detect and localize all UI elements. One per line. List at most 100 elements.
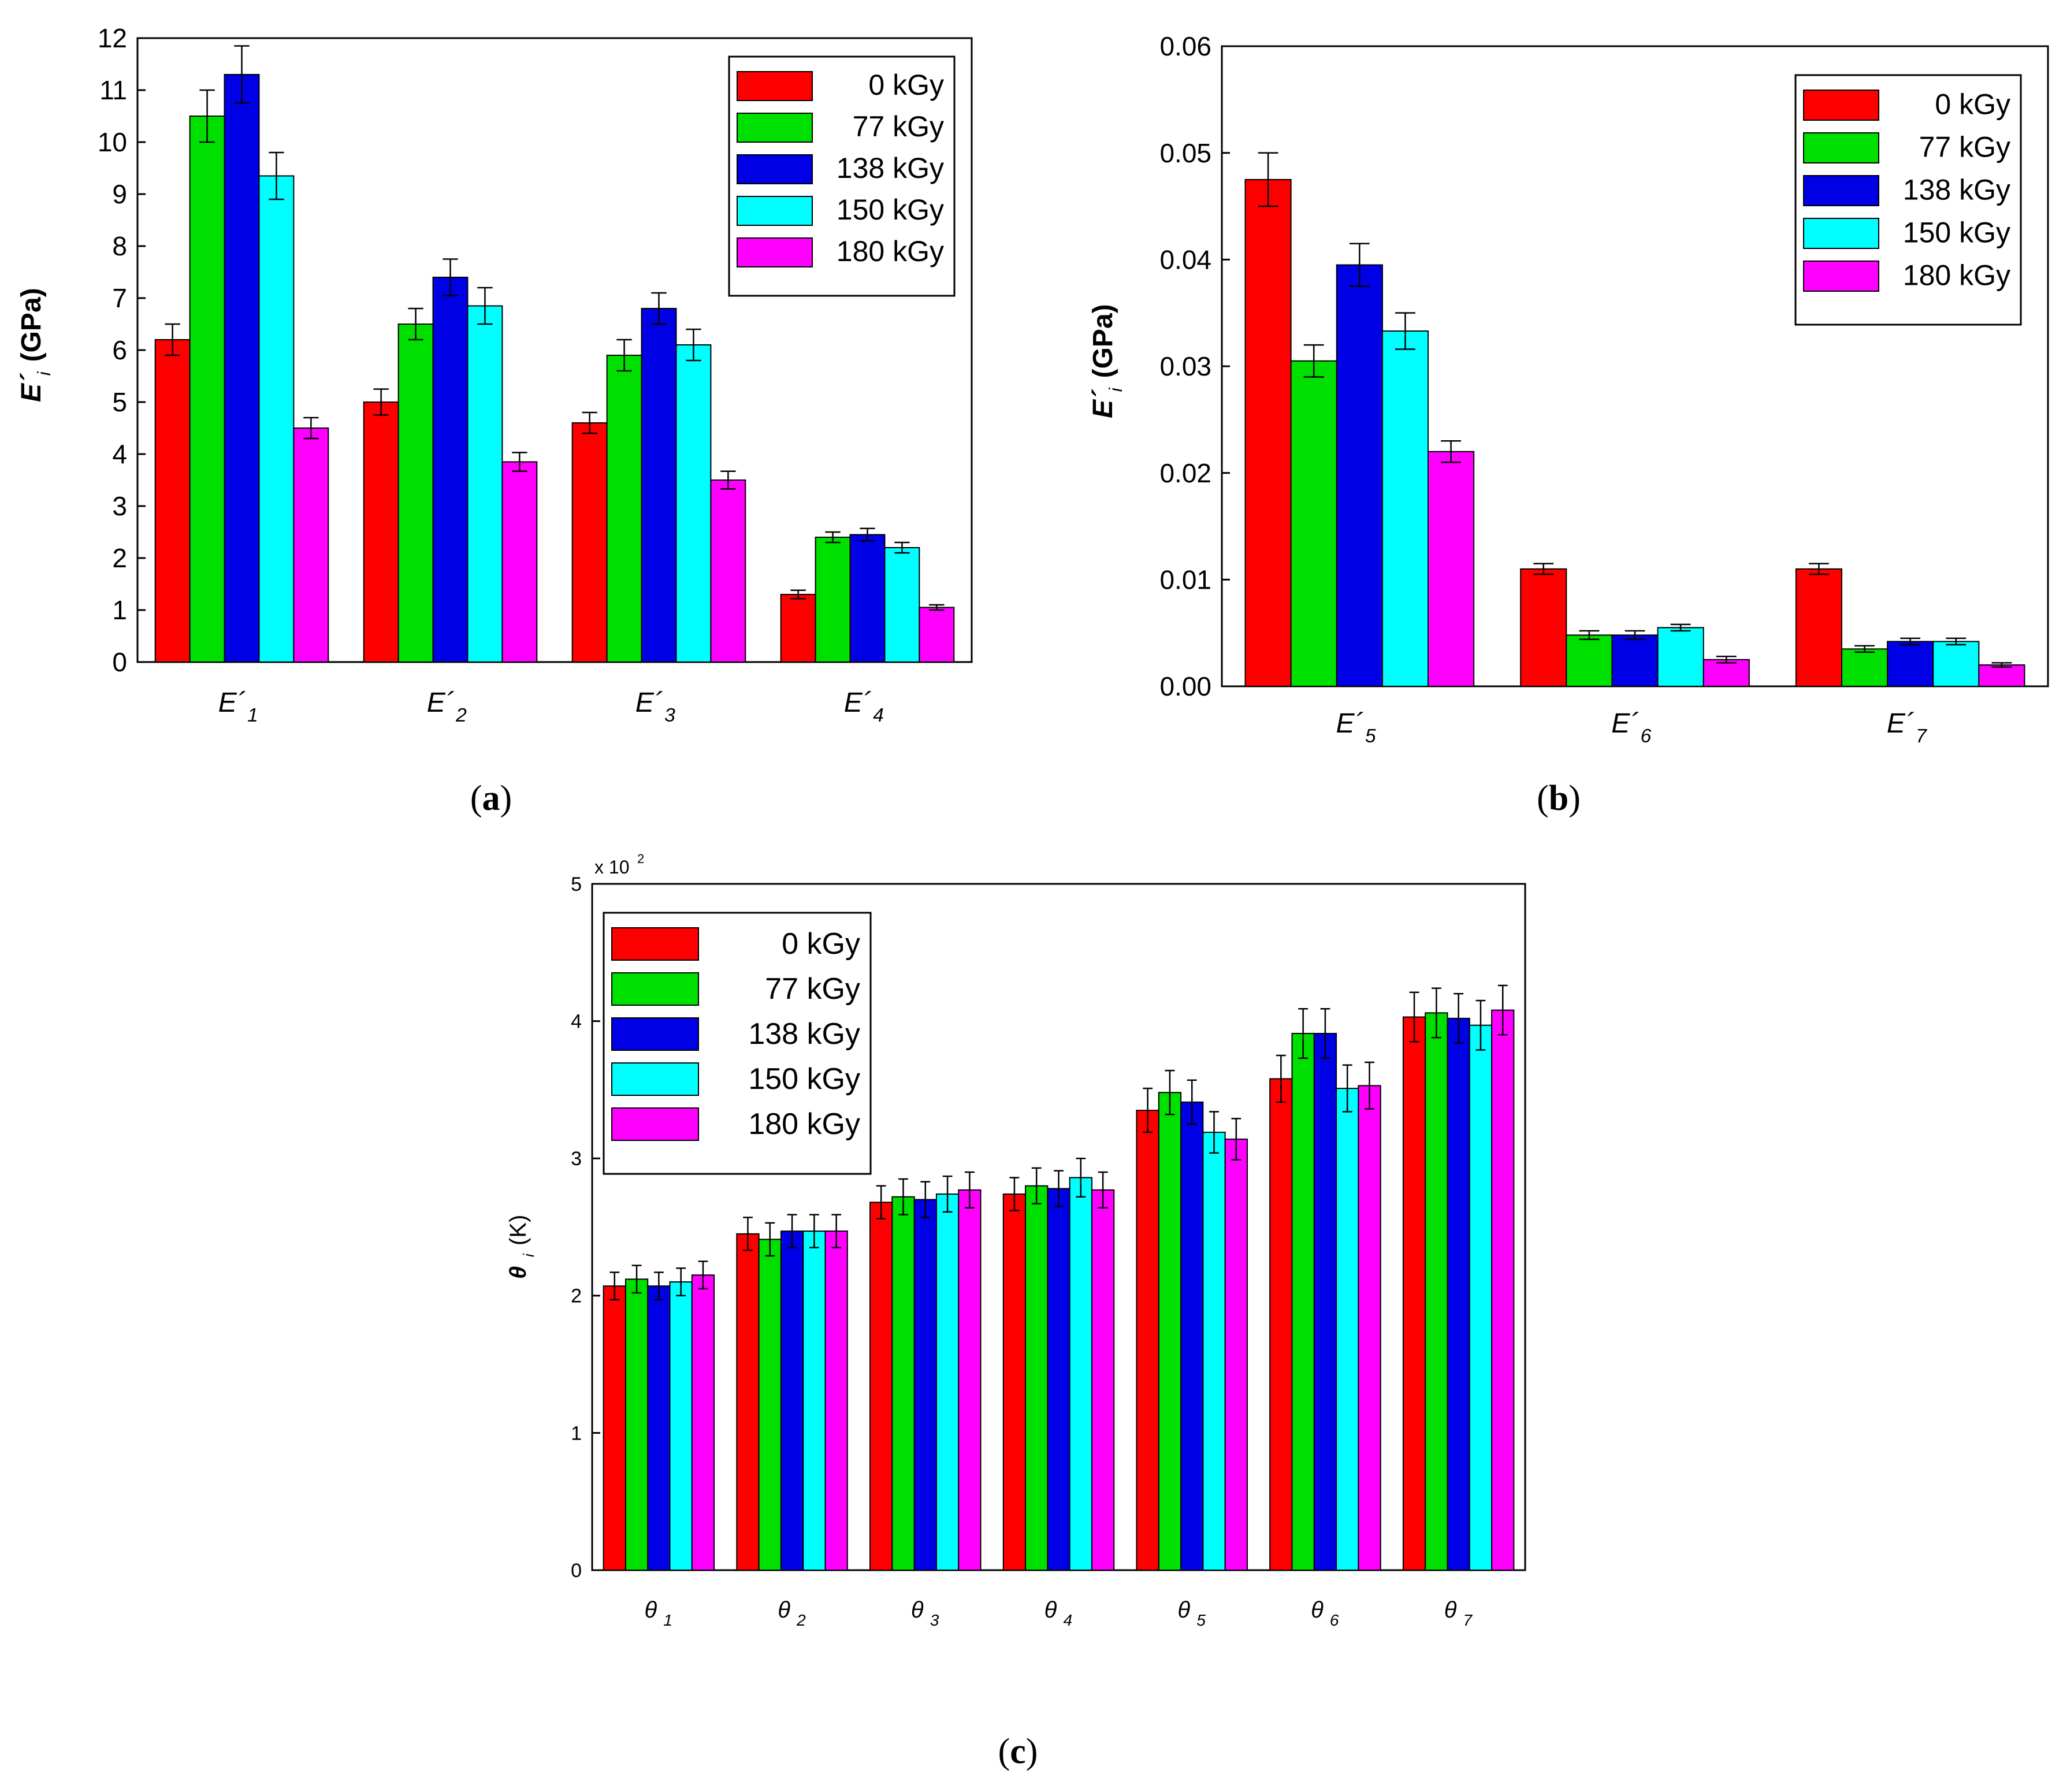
panel-label-paren: ( xyxy=(470,779,482,818)
y-tick-label: 0.05 xyxy=(1159,138,1211,168)
x-tick-label-subscript: 6 xyxy=(1641,726,1652,747)
y-axis-label-subscript: i xyxy=(520,1253,537,1257)
x-tick-label-subscript: 2 xyxy=(796,1611,806,1629)
y-tick-label: 9 xyxy=(112,179,127,209)
bar-c-150kgy-2 xyxy=(802,1230,826,1571)
panel-label-paren: ) xyxy=(1568,779,1581,818)
bar-c-180kgy-4 xyxy=(1091,1189,1115,1571)
legend-label: 150 kGy xyxy=(748,1062,860,1096)
bar-c-138kgy-1 xyxy=(647,1285,671,1571)
y-tick-label: 5 xyxy=(112,387,127,417)
x-tick-label-subscript: 5 xyxy=(1196,1611,1206,1629)
bar-a-138kgy-2 xyxy=(432,277,469,663)
legend-swatch xyxy=(1803,175,1879,206)
bar-a-0kgy-1 xyxy=(154,339,191,663)
bar-b-138kgy-2 xyxy=(1611,634,1659,687)
y-tick-label: 0 xyxy=(112,647,127,677)
x-tick-label: θ xyxy=(645,1597,657,1623)
legend-label: 0 kGy xyxy=(868,69,944,101)
bar-c-77kgy-1 xyxy=(625,1278,649,1571)
legend-label: 0 kGy xyxy=(782,927,860,961)
bar-c-138kgy-3 xyxy=(913,1199,937,1571)
bar-c-150kgy-1 xyxy=(669,1281,693,1571)
bar-c-0kgy-7 xyxy=(1402,1016,1426,1571)
y-tick-label: 2 xyxy=(112,543,127,573)
y-tick-label: 12 xyxy=(98,23,127,53)
bar-b-77kgy-3 xyxy=(1841,648,1889,687)
legend-swatch xyxy=(1803,261,1879,292)
bar-c-180kgy-2 xyxy=(824,1230,848,1571)
legend-label: 150 kGy xyxy=(1903,217,2010,249)
legend-label: 77 kGy xyxy=(1919,131,2010,163)
y-axis-label-symbol: E´ xyxy=(1088,389,1118,418)
legend-label: 180 kGy xyxy=(837,235,944,267)
bar-c-138kgy-6 xyxy=(1313,1032,1337,1571)
legend-swatch xyxy=(611,972,699,1006)
legend-swatch xyxy=(737,113,813,143)
legend-label: 138 kGy xyxy=(748,1017,860,1051)
y-tick-label: 2 xyxy=(571,1285,582,1307)
bar-c-77kgy-4 xyxy=(1025,1185,1049,1571)
bar-b-180kgy-3 xyxy=(1978,664,2025,687)
panel-label-paren: ) xyxy=(1026,1732,1038,1771)
legend-label: 77 kGy xyxy=(765,972,860,1006)
panel-label-letter: b xyxy=(1549,779,1568,818)
y-tick-label: 4 xyxy=(571,1011,582,1033)
bar-c-138kgy-4 xyxy=(1047,1188,1070,1571)
bar-a-138kgy-3 xyxy=(641,308,677,663)
y-tick-label: 0.01 xyxy=(1159,564,1211,594)
bar-c-150kgy-5 xyxy=(1202,1132,1226,1571)
legend-swatch xyxy=(1803,218,1879,249)
legend-label: 180 kGy xyxy=(748,1107,860,1141)
y-axis-label-unit: (GPa) xyxy=(16,288,47,362)
x-tick-label-subscript: 3 xyxy=(930,1611,939,1629)
bar-c-138kgy-5 xyxy=(1180,1101,1204,1571)
bar-c-77kgy-2 xyxy=(758,1239,782,1571)
bar-c-77kgy-3 xyxy=(891,1196,915,1571)
bar-c-180kgy-1 xyxy=(691,1274,715,1571)
legend-label: 150 kGy xyxy=(837,194,944,226)
bar-a-180kgy-3 xyxy=(710,479,746,663)
bar-b-0kgy-2 xyxy=(1520,568,1567,687)
bar-c-0kgy-2 xyxy=(736,1233,760,1571)
x-tick-label-subscript: 1 xyxy=(663,1611,672,1629)
bar-b-138kgy-1 xyxy=(1336,264,1383,687)
bar-b-150kgy-1 xyxy=(1381,330,1429,687)
legend-swatch xyxy=(1803,90,1879,121)
bar-c-77kgy-5 xyxy=(1158,1092,1182,1571)
x-tick-label-subscript: 5 xyxy=(1365,726,1376,747)
y-axis-label-subscript: i xyxy=(34,371,54,375)
bar-b-138kgy-3 xyxy=(1887,641,1934,687)
bar-a-0kgy-3 xyxy=(571,422,608,663)
bar-a-77kgy-4 xyxy=(815,537,851,663)
y-axis-label: E´i (GPa) xyxy=(1088,304,1126,418)
x-tick-label: θ xyxy=(778,1597,790,1623)
bar-a-180kgy-2 xyxy=(501,461,538,663)
panel-label-paren: ) xyxy=(500,779,512,818)
legend-swatch xyxy=(611,1107,699,1141)
legend-swatch xyxy=(737,237,813,267)
x-tick-label: θ xyxy=(911,1597,924,1623)
y-tick-label: 4 xyxy=(112,439,127,469)
bar-c-0kgy-6 xyxy=(1269,1078,1293,1571)
bar-b-0kgy-3 xyxy=(1795,568,1842,687)
y-tick-label: 1 xyxy=(571,1422,582,1444)
x-tick-label: E´ xyxy=(1611,708,1639,739)
legend-swatch xyxy=(611,927,699,961)
bar-a-150kgy-1 xyxy=(258,175,295,663)
bar-a-0kgy-2 xyxy=(363,401,399,663)
bar-a-138kgy-4 xyxy=(849,534,886,663)
y-tick-label: 3 xyxy=(571,1148,582,1170)
bar-b-77kgy-2 xyxy=(1566,634,1613,687)
chart-b: 0.000.010.020.030.040.050.06E´i(GPa)E´ 5 E… xyxy=(1088,31,2049,747)
y-tick-label: 3 xyxy=(112,491,127,521)
legend-b: 0 kGy 77 kGy 138 kGy 150 kGy 180 kGy xyxy=(1794,74,2022,326)
y-tick-label: 5 xyxy=(571,873,582,895)
panel-label-b: (b) xyxy=(1537,779,1581,818)
y-tick-label: 0.03 xyxy=(1159,351,1211,381)
bar-a-180kgy-1 xyxy=(293,427,329,663)
bar-c-150kgy-6 xyxy=(1336,1088,1359,1571)
bar-a-77kgy-1 xyxy=(189,116,225,663)
x-tick-label: E´ xyxy=(635,687,663,718)
y-axis-label-unit: (GPa) xyxy=(1088,304,1118,378)
